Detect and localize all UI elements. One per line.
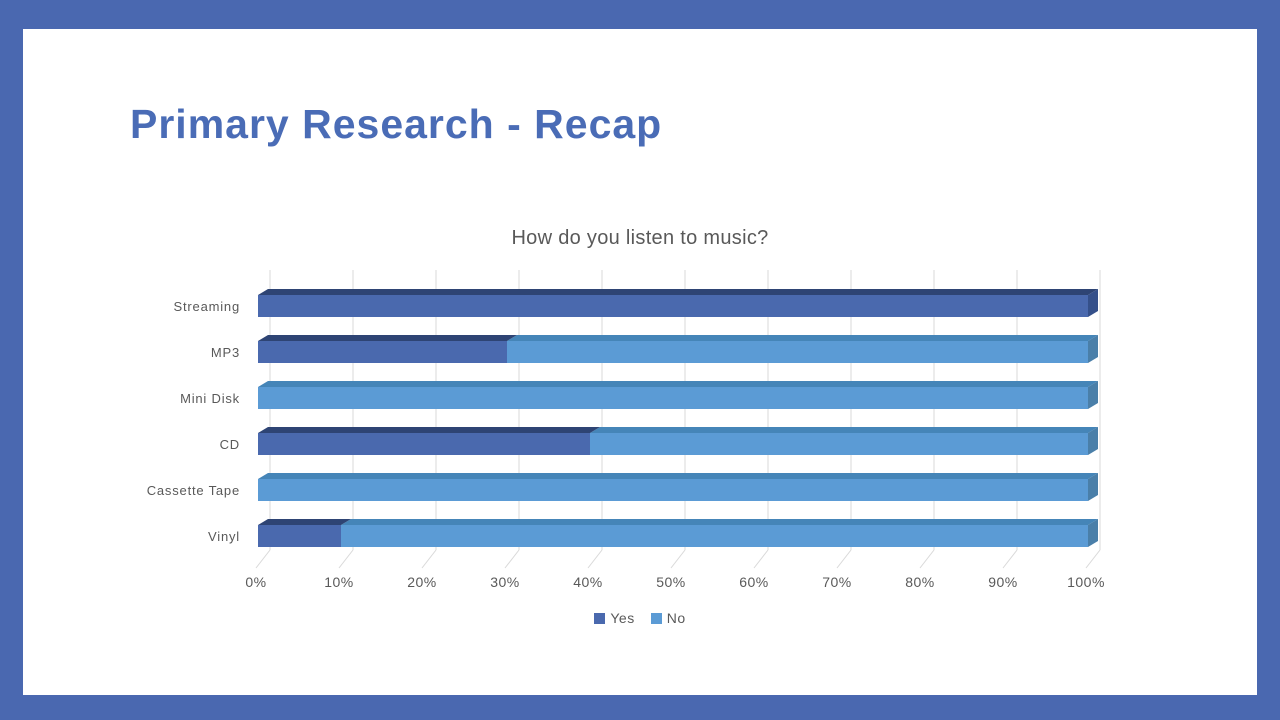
category-label: CD (220, 437, 240, 452)
bar-end-cap (1088, 519, 1098, 547)
bar-top-face (258, 335, 517, 341)
bar-top-face (590, 427, 1098, 433)
x-tick-label: 40% (573, 574, 603, 590)
legend-item-no: No (650, 610, 686, 626)
bar-segment-no (507, 341, 1088, 363)
axis-tick (255, 549, 271, 569)
category-label: MP3 (211, 345, 240, 360)
axis-tick (1002, 549, 1018, 569)
axis-tick (338, 549, 354, 569)
bar-end-cap (1088, 335, 1098, 363)
bar-segment-yes (258, 525, 341, 547)
chart-legend: Yes No (140, 608, 1140, 628)
axis-tick (670, 549, 686, 569)
x-tick-label: 70% (822, 574, 852, 590)
bar-top-face (258, 381, 1098, 387)
category-label: Streaming (174, 299, 240, 314)
x-tick-label: 90% (988, 574, 1018, 590)
bar-segment-no (258, 387, 1088, 409)
x-tick-label: 10% (324, 574, 354, 590)
legend-item-yes: Yes (594, 610, 634, 626)
chart-title: How do you listen to music? (511, 227, 769, 249)
bar-top-face (258, 519, 351, 525)
bar-top-face (258, 427, 600, 433)
axis-tick (587, 549, 603, 569)
bar-end-cap (1088, 473, 1098, 501)
x-tick-label: 80% (905, 574, 935, 590)
bar-segment-no (590, 433, 1088, 455)
bar-segment-yes (258, 433, 590, 455)
bar-end-cap (1088, 381, 1098, 409)
chart-plot-area: 0% 10% 20% 30% 40% 50% 60% 70% 80% 90% 100% Streami… (147, 270, 1105, 590)
legend-swatch (594, 612, 606, 624)
bar-end-cap (1088, 427, 1098, 455)
x-tick-label: 30% (490, 574, 520, 590)
legend-label: No (666, 610, 686, 626)
x-tick-label: 20% (407, 574, 437, 590)
bar-chart: How do you listen to music? 0% 10% 20% 30% 4… (140, 225, 1140, 635)
slide-title: Primary Research - Recap (130, 101, 663, 147)
bar-segment-yes (258, 295, 1088, 317)
bar-top-face (341, 519, 1098, 525)
bar-top-face (258, 289, 1098, 295)
x-tick-label: 60% (739, 574, 769, 590)
axis-tick (421, 549, 437, 569)
axis-tick (919, 549, 935, 569)
axis-tick (836, 549, 852, 569)
legend-label: Yes (610, 610, 635, 626)
bar-top-face (507, 335, 1098, 341)
x-tick-label: 0% (245, 574, 266, 590)
bar-segment-no (258, 479, 1088, 501)
category-label: Cassette Tape (147, 483, 240, 498)
bar-segment-yes (258, 341, 507, 363)
axis-tick (1085, 549, 1101, 569)
category-label: Mini Disk (180, 391, 240, 406)
x-tick-label: 100% (1067, 574, 1105, 590)
axis-tick (753, 549, 769, 569)
x-tick-label: 50% (656, 574, 686, 590)
bar-end-cap (1088, 289, 1098, 317)
legend-swatch (650, 612, 662, 624)
category-label: Vinyl (208, 529, 240, 544)
bar-segment-no (341, 525, 1088, 547)
bar-top-face (258, 473, 1098, 479)
axis-tick (504, 549, 520, 569)
slide: Primary Research - Recap How do you list… (23, 29, 1257, 695)
